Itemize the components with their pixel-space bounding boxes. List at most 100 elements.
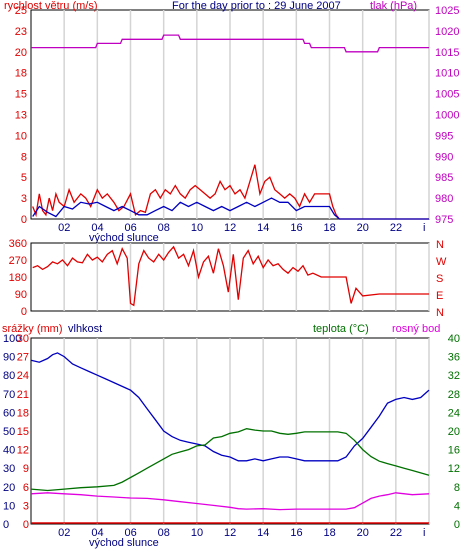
chart-title: For the day prior to : 29 June 2007 [172,0,341,12]
y-tick-label-precip: 24 [17,370,29,382]
y-tick-label-left: 8 [21,151,27,163]
x-tick-label: 10 [191,527,203,539]
x-tick-label: 18 [324,527,336,539]
y-tick-label-left: 0 [21,214,27,226]
y-tick-label-left: 3 [21,193,27,205]
y-tick-label-left: 10 [15,130,27,142]
y-tick-label-right: 1025 [435,5,459,17]
series-line-1 [30,428,430,492]
x-tick-label: 18 [324,222,336,234]
y-tick-label-right: 980 [435,193,453,205]
y-tick-label-right: 32 [448,370,460,382]
y-tick-label-precip: 6 [23,482,29,494]
y-tick-label-right: 1000 [435,110,459,122]
y-tick-label-right: 28 [448,389,460,401]
y-tick-label-right: 0 [454,519,460,531]
x-tick-label: 08 [158,222,170,234]
y-tick-label-right: 16 [448,445,460,457]
compass-label: E [436,290,443,302]
series-line-1 [32,197,429,220]
y-tick-label-right: 1015 [435,47,459,59]
precipitation-label: srážky (mm) [2,323,63,335]
x-tick-label: 02 [58,527,70,539]
y-tick-label-precip: 0 [23,519,29,531]
y-tick-label-humidity: 40 [3,445,15,457]
y-tick-label-left: 15 [15,89,27,101]
y-tick-label-humidity: 80 [3,370,15,382]
x-tick-label: 06 [125,527,137,539]
dew-point-label: rosný bod [392,323,440,335]
y-tick-label-precip: 12 [17,445,29,457]
y-tick-label-right: 1020 [435,26,459,38]
y-tick-label-right: 40 [448,333,460,345]
y-tick-label-right: 990 [435,151,453,163]
y-tick-label-left: 23 [15,26,27,38]
y-tick-label-left: 180 [9,272,27,284]
y-tick-label-humidity: 70 [3,389,15,401]
y-tick-label-left: 0 [21,306,27,318]
x-tick-label: 20 [357,527,369,539]
x-tick-label: 14 [257,527,269,539]
y-tick-label-humidity: 60 [3,407,15,419]
y-tick-label-left: 270 [9,255,27,267]
y-tick-label-right: 36 [448,352,460,364]
x-tick-label: 12 [224,527,236,539]
series-line-0 [30,352,430,462]
y-tick-label-right: 12 [448,463,460,475]
temperature-label: teplota (°C) [313,323,369,335]
y-tick-label-humidity: 90 [3,352,15,364]
x-tick-label: i [423,222,425,234]
x-sublabel: východ slunce [89,537,159,549]
y-tick-label-left: 20 [15,47,27,59]
y-tick-label-precip: 21 [17,389,29,401]
y-tick-label-humidity: 50 [3,426,15,438]
x-tick-label: 22 [390,527,402,539]
compass-label: W [436,256,447,268]
y-tick-label-right: 24 [448,407,460,419]
y-tick-label-left: 360 [9,238,27,250]
y-tick-label-left: 5 [21,172,27,184]
y-tick-label-right: 995 [435,130,453,142]
x-tick-label: 20 [357,222,369,234]
compass-label: N [436,307,444,319]
y-tick-label-humidity: 0 [3,519,9,531]
series-line-0 [32,164,429,220]
y-tick-label-right: 985 [435,172,453,184]
humidity-label: vlhkost [68,323,102,335]
y-tick-label-right: 975 [435,214,453,226]
y-tick-label-humidity: 100 [3,333,21,345]
y-tick-label-left: 90 [15,289,27,301]
y-tick-label-precip: 3 [23,500,29,512]
y-tick-label-precip: 15 [17,426,29,438]
x-tick-label: 16 [290,222,302,234]
y-tick-label-right: 1005 [435,89,459,101]
x-sublabel: východ slunce [89,232,159,244]
x-tick-label: 16 [290,527,302,539]
y-axis-label-right: tlak (hPa) [370,0,417,12]
series-line-0 [32,245,429,307]
y-tick-label-precip: 18 [17,407,29,419]
x-tick-label: 12 [224,222,236,234]
x-tick-label: 04 [91,527,103,539]
x-tick-label: 08 [158,527,170,539]
y-tick-label-humidity: 30 [3,463,15,475]
x-tick-label: i [423,527,425,539]
y-tick-label-left: 25 [15,5,27,17]
y-tick-label-right: 20 [448,426,460,438]
y-tick-label-left: 18 [15,68,27,80]
x-tick-label: 10 [191,222,203,234]
x-tick-label: 14 [257,222,269,234]
wind-pressure-chart: rychlost větru (m/s) For the day prior to… [4,0,459,244]
compass-label: N [436,239,444,251]
x-tick-label: 02 [58,222,70,234]
compass-label: S [436,273,443,285]
y-tick-label-humidity: 20 [3,482,15,494]
x-tick-label: 06 [125,222,137,234]
y-tick-label-precip: 9 [23,463,29,475]
series-line-2 [31,34,429,53]
y-axis-label-left: rychlost větru (m/s) [4,0,98,12]
x-tick-label: 22 [390,222,402,234]
y-tick-label-left: 13 [15,110,27,122]
